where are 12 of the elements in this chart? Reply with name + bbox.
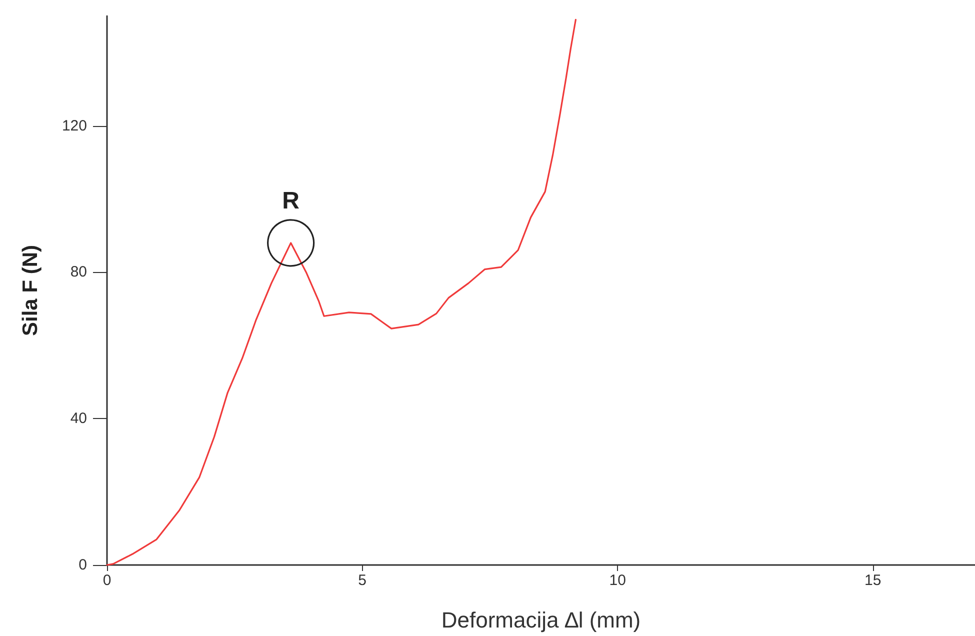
y-tick-label: 120 xyxy=(62,117,87,134)
x-tick-label: 10 xyxy=(609,572,626,589)
y-tick-label: 40 xyxy=(70,410,87,428)
y-tick-label: 0 xyxy=(78,556,87,574)
x-tick-label: 15 xyxy=(864,572,882,589)
y-tick-label: 80 xyxy=(70,264,87,281)
y-axis-title: Sila F (N) xyxy=(19,244,42,336)
x-tick-label: 0 xyxy=(102,572,112,589)
x-axis-title: Deformacija ∆l (mm) xyxy=(441,608,641,632)
annotation: R xyxy=(282,188,300,215)
x-tick-label: 5 xyxy=(358,572,366,589)
line-series xyxy=(106,18,577,566)
